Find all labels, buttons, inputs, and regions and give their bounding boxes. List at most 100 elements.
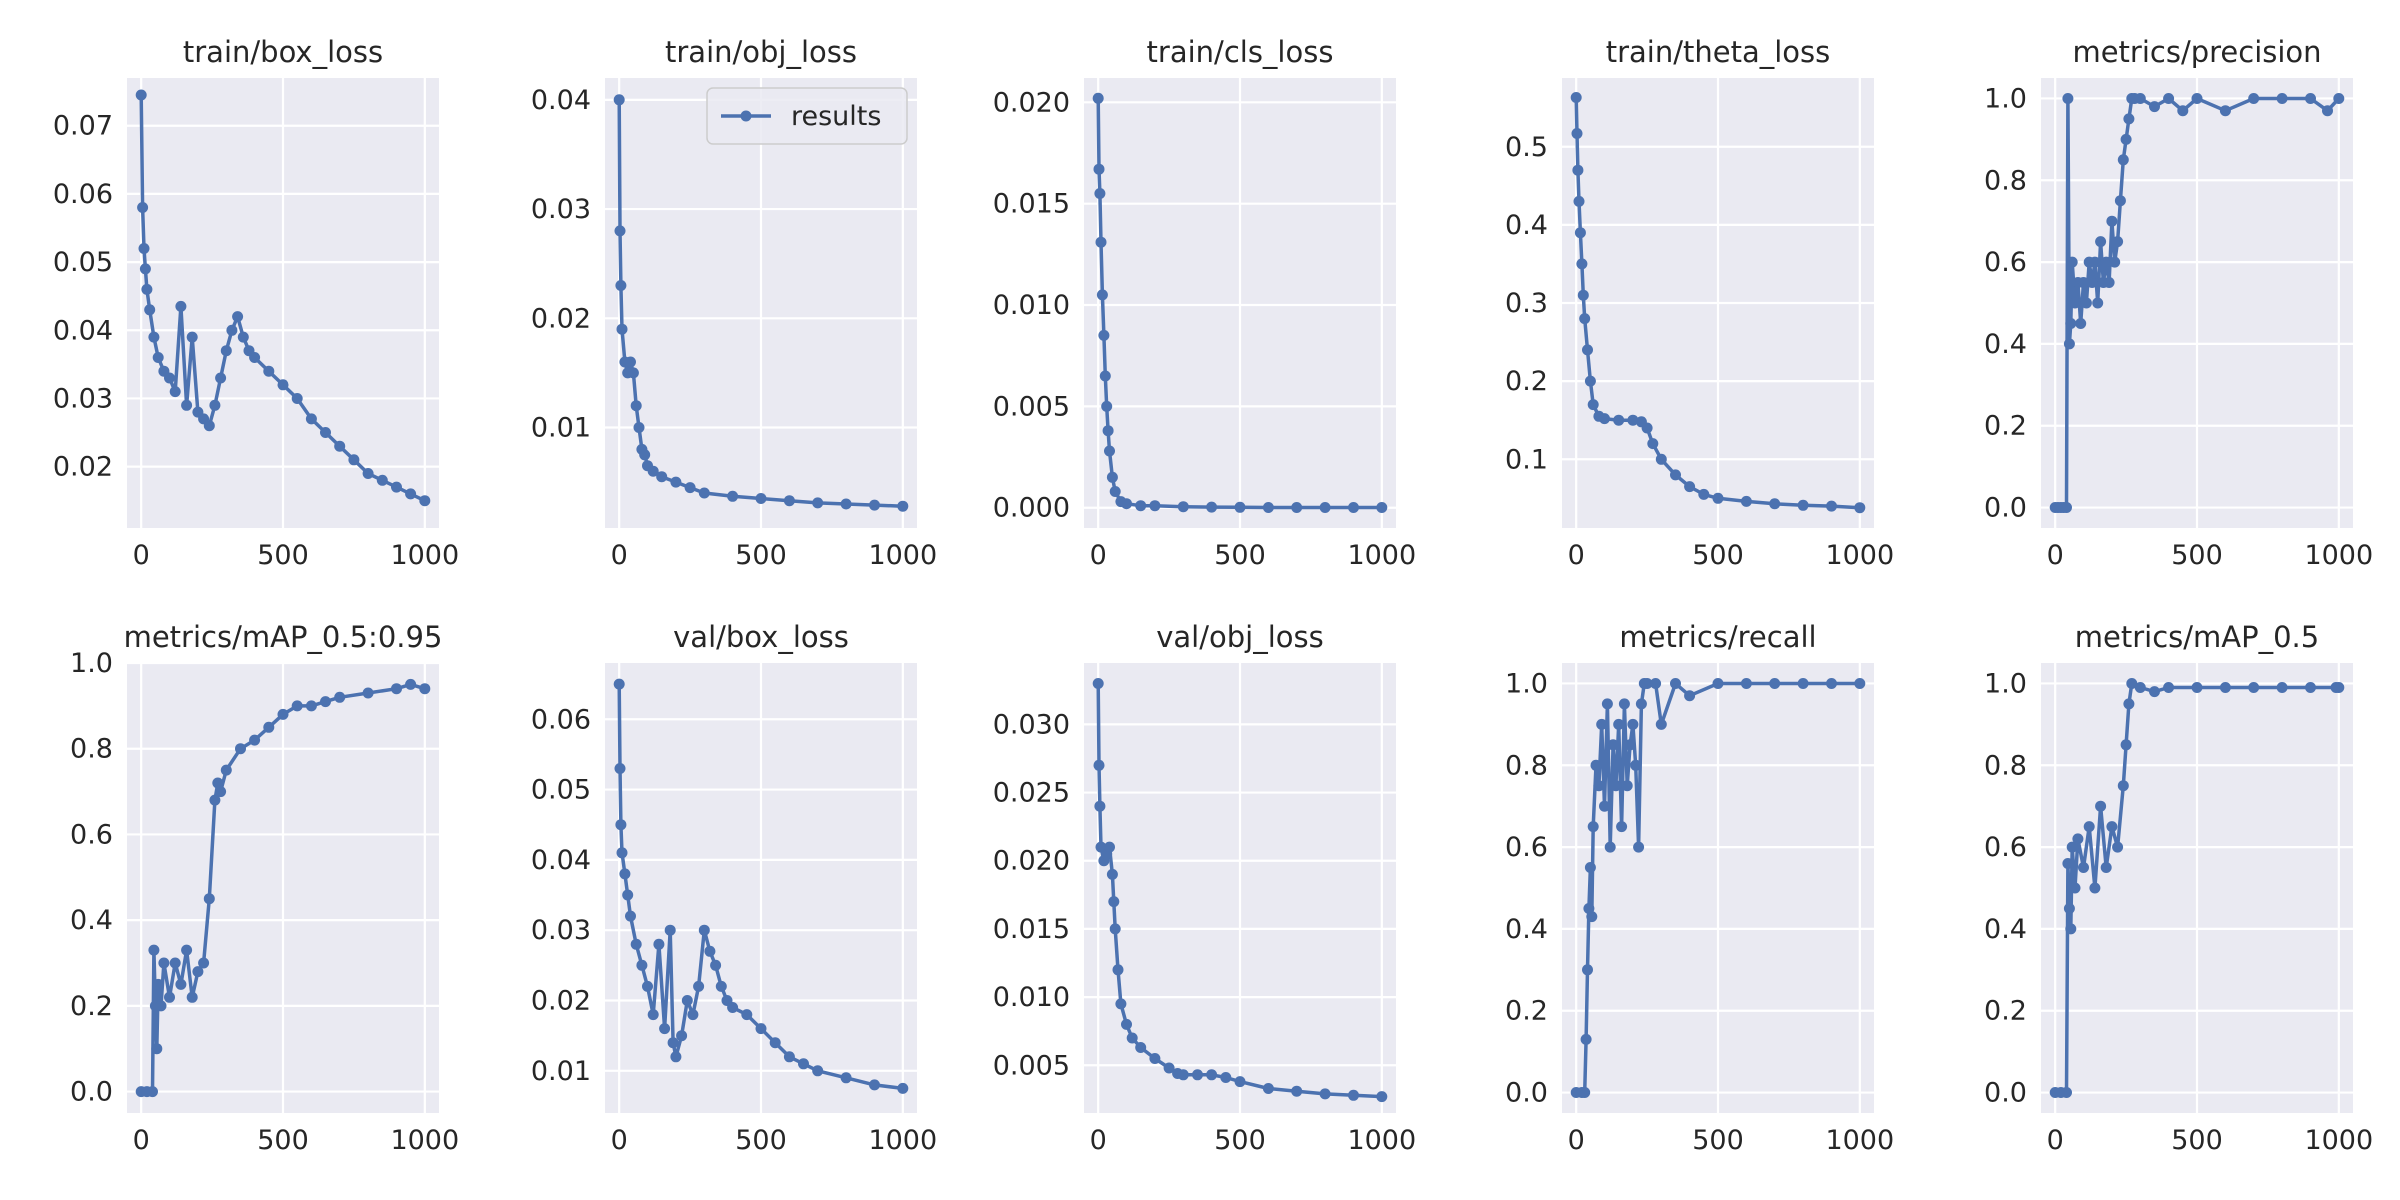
data-point: [2083, 821, 2095, 833]
data-point: [783, 495, 795, 507]
subplot-4: 0 500 1000 0.0 0.2 0.4 0.6 0.8 1.0 metrics/precis…: [1984, 35, 2373, 571]
data-point: [2066, 256, 2078, 268]
data-point: [1106, 868, 1118, 880]
x-tick-label: 1000: [1825, 540, 1894, 571]
subplot-0: 0 500 1000 0.02 0.03 0.04 0.05 0.06 0.07 train/bo…: [53, 35, 459, 571]
data-point: [1109, 923, 1121, 935]
data-point: [169, 957, 181, 969]
legend-label: results: [791, 101, 881, 132]
data-point: [684, 482, 696, 494]
data-point: [2177, 105, 2189, 117]
data-point: [169, 386, 181, 398]
x-tick-label: 1000: [2304, 540, 2373, 571]
data-point: [2123, 698, 2135, 710]
data-point: [1109, 486, 1121, 497]
y-tick-label: 0.015: [993, 914, 1070, 945]
y-tick-label: 0.2: [1984, 411, 2027, 442]
subplot-6: 0 500 1000 0.01 0.02 0.03 0.04 0.05 0.06 val/box_…: [531, 620, 937, 1156]
subplot-title: train/obj_loss: [665, 35, 857, 69]
data-point: [1101, 400, 1113, 412]
data-point: [1596, 718, 1608, 730]
data-point: [209, 794, 221, 806]
data-point: [2066, 841, 2078, 853]
data-point: [840, 1072, 852, 1084]
x-tick-label: 0: [2047, 540, 2064, 571]
data-point: [1684, 481, 1696, 493]
data-point: [1655, 453, 1667, 465]
x-tick-label: 0: [611, 540, 628, 571]
data-point: [215, 372, 227, 384]
data-point: [151, 1043, 163, 1055]
data-point: [627, 367, 639, 379]
data-point: [2062, 858, 2074, 869]
data-point: [138, 243, 150, 254]
data-point: [812, 497, 824, 509]
data-point: [164, 991, 175, 1003]
data-point: [1740, 678, 1752, 689]
data-point: [232, 311, 244, 323]
data-point: [1655, 718, 1667, 730]
x-tick-label: 500: [1214, 540, 1266, 571]
y-tick-label: 0.06: [53, 179, 113, 210]
x-tick-label: 500: [2171, 1125, 2223, 1156]
data-point: [212, 777, 224, 789]
data-point: [1108, 896, 1120, 908]
data-point: [1177, 1069, 1189, 1081]
data-point: [2100, 862, 2112, 873]
data-point: [1570, 92, 1582, 103]
data-point: [614, 763, 626, 774]
data-point: [2305, 682, 2316, 693]
data-point: [1104, 445, 1115, 457]
data-point: [181, 399, 193, 411]
data-point: [2333, 682, 2345, 693]
data-point: [1601, 698, 1613, 710]
y-tick-label: 0.025: [993, 778, 1070, 809]
data-point: [1291, 1085, 1303, 1097]
data-point: [2078, 277, 2089, 288]
subplot-7: 0 500 1000 0.005 0.010 0.015 0.020 0.025 0.030 va…: [993, 620, 1416, 1156]
y-tick-label: 0.02: [531, 986, 591, 1017]
data-point: [633, 422, 645, 433]
data-point: [175, 300, 187, 312]
subplot-1: 0 500 1000 0.01 0.02 0.03 0.04 train/obj_lossre…: [531, 35, 937, 571]
data-point: [642, 980, 653, 992]
data-point: [362, 468, 374, 479]
data-point: [869, 1079, 880, 1091]
data-point: [1586, 911, 1598, 923]
data-point: [869, 499, 880, 511]
data-point: [2100, 256, 2112, 268]
data-point: [667, 1037, 679, 1049]
legend-frame: [706, 87, 908, 145]
data-point: [155, 1000, 167, 1012]
y-tick-label: 0.8: [1984, 750, 2027, 781]
data-point: [186, 991, 198, 1003]
data-point: [2063, 338, 2075, 350]
data-point: [277, 379, 289, 391]
data-point: [2069, 882, 2081, 894]
data-point: [1579, 313, 1591, 325]
subplot-title: train/cls_loss: [1147, 35, 1334, 69]
x-tick-label: 500: [257, 540, 309, 571]
data-point: [710, 959, 722, 971]
y-tick-label: 0.04: [531, 845, 591, 876]
data-point: [2065, 318, 2077, 329]
data-point: [2095, 800, 2107, 812]
data-point: [1576, 258, 1588, 270]
data-point: [2062, 93, 2074, 104]
x-tick-label: 1000: [390, 1125, 459, 1156]
data-point: [2069, 297, 2081, 309]
data-point: [1234, 1076, 1246, 1088]
data-point: [1262, 1083, 1274, 1094]
data-point: [1571, 128, 1583, 139]
subplot-title: metrics/mAP_0.5:0.95: [124, 620, 443, 654]
data-point: [1126, 1032, 1138, 1044]
data-point: [1206, 1069, 1218, 1081]
data-point: [2061, 1087, 2072, 1098]
data-point: [1854, 502, 1866, 514]
data-point: [2117, 154, 2129, 166]
y-tick-label: 0.05: [53, 247, 113, 278]
data-point: [1670, 469, 1681, 481]
data-point: [1613, 718, 1625, 730]
data-point: [1590, 759, 1602, 771]
data-point: [135, 89, 147, 101]
